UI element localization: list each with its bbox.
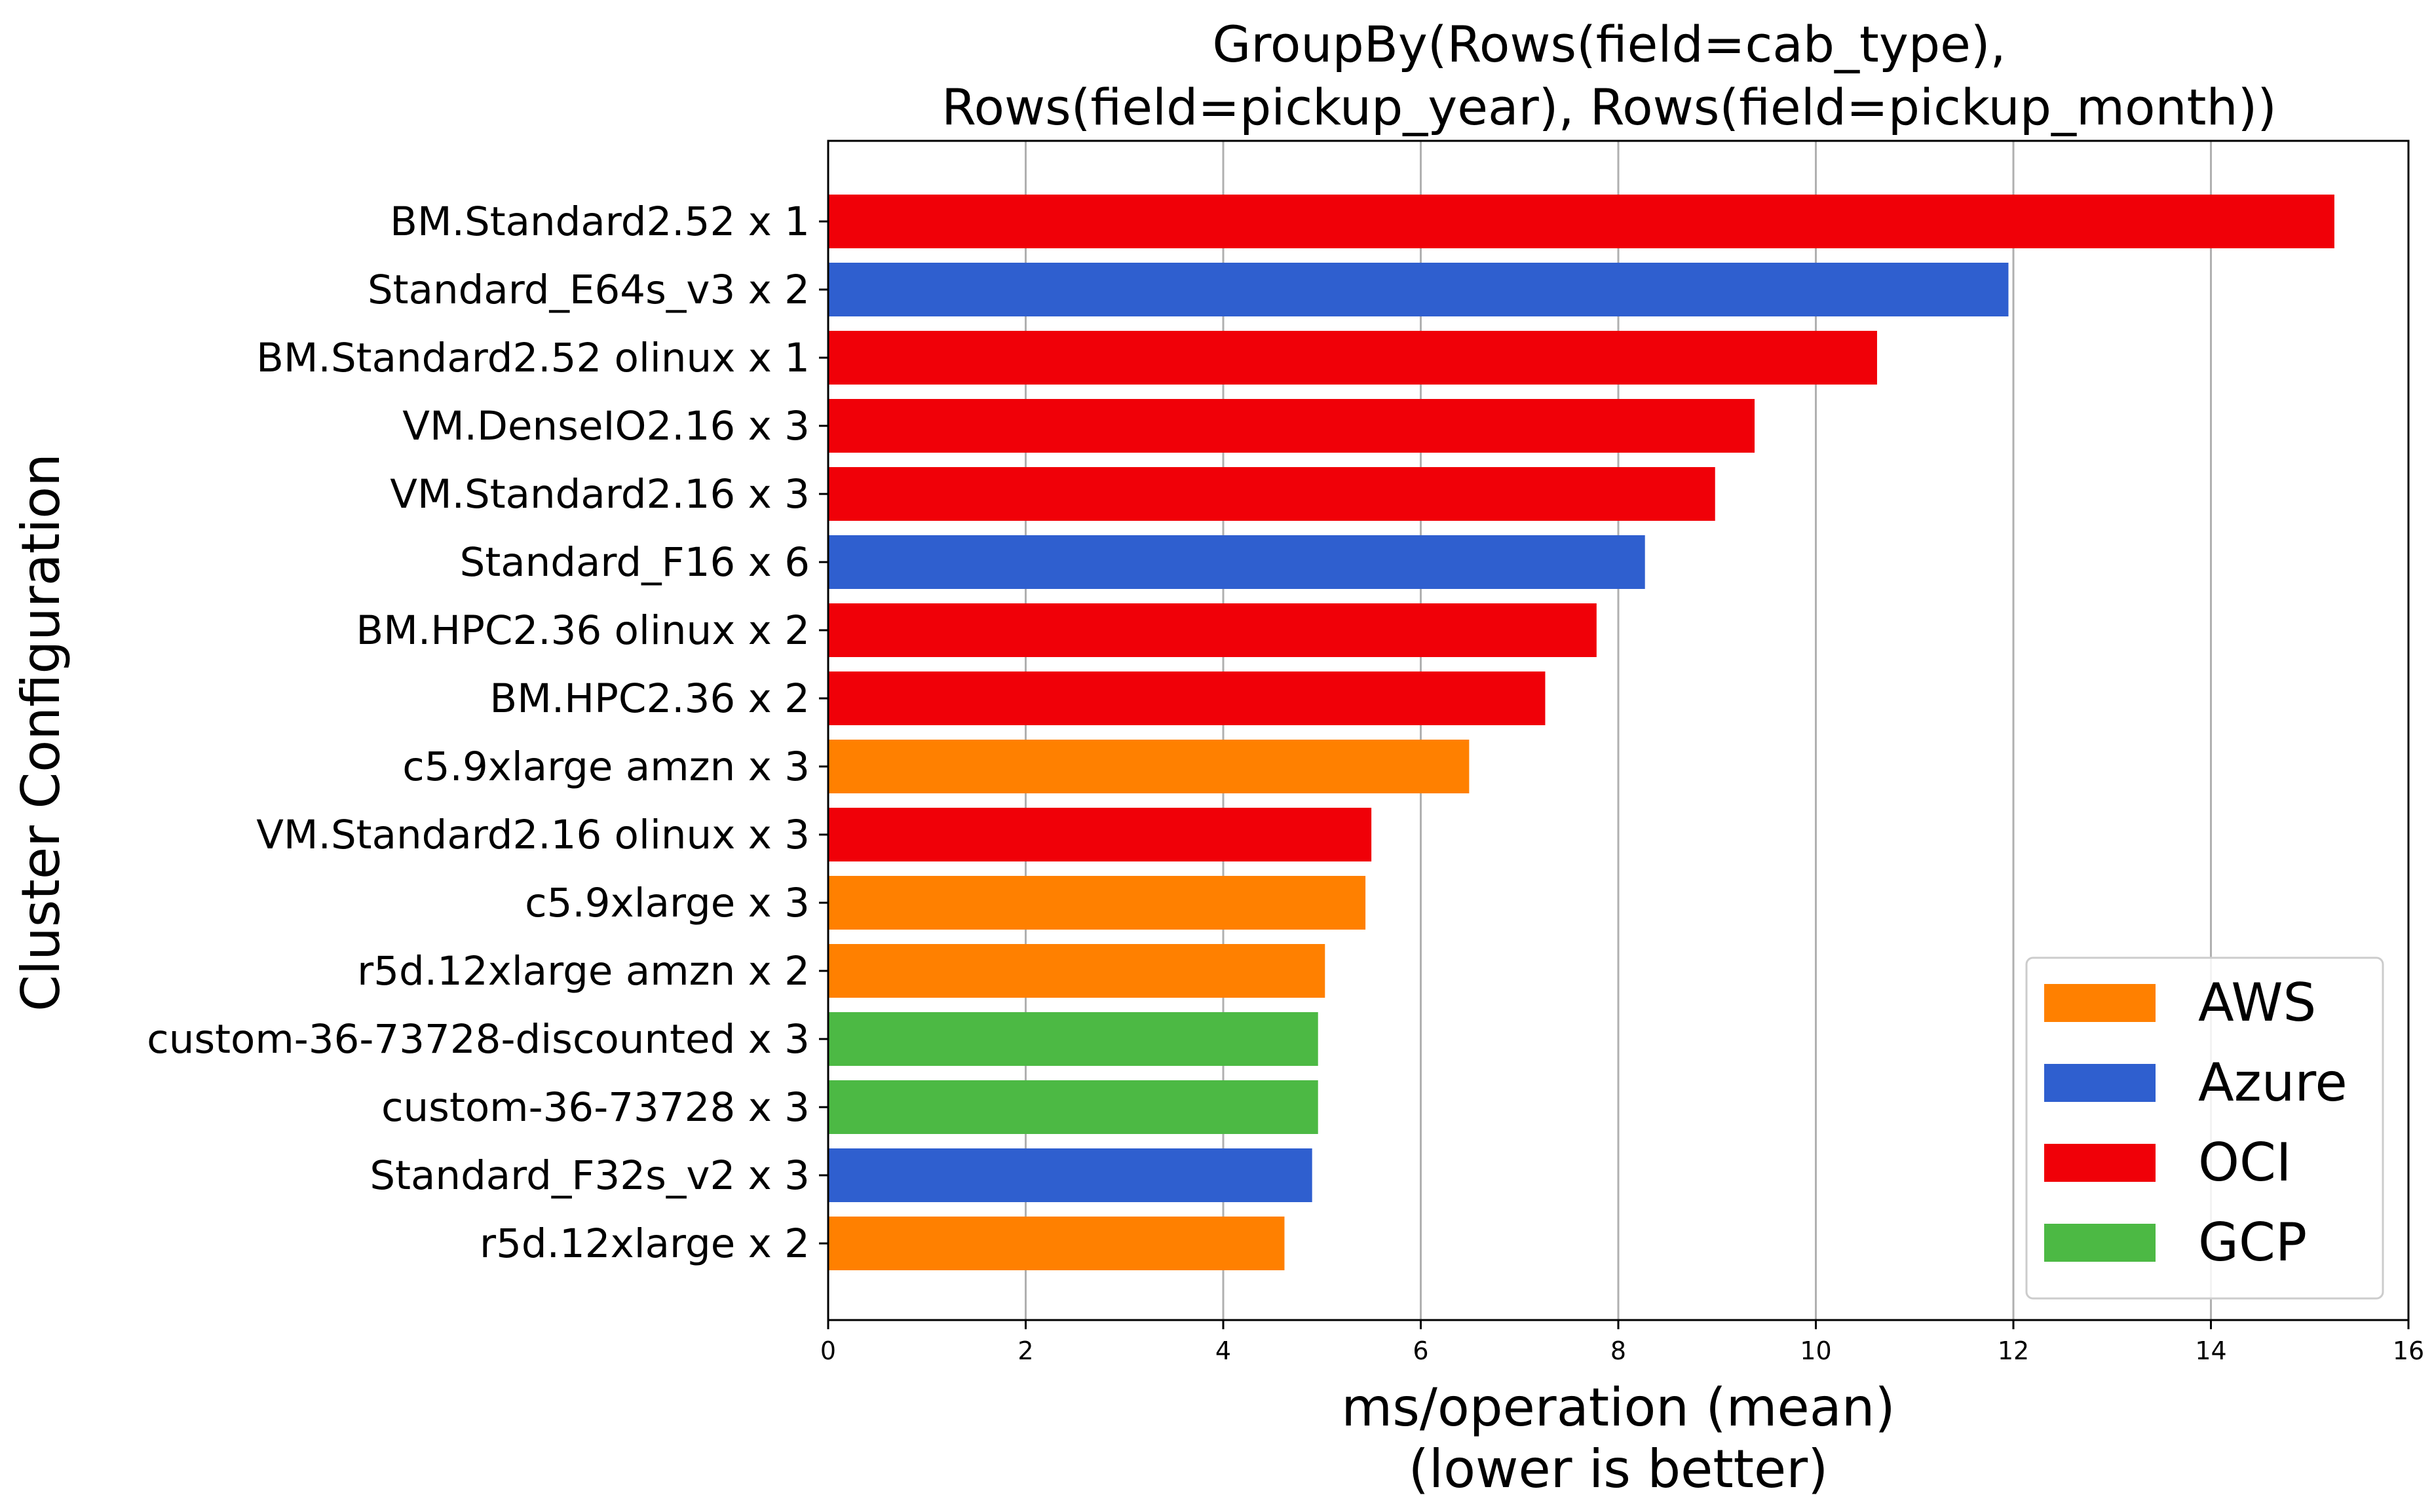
bar-11 (828, 876, 1366, 930)
x-tick-label-4: 4 (1215, 1336, 1231, 1365)
bars (828, 195, 2334, 1270)
bar-2 (828, 263, 2009, 316)
y-axis-title: Cluster Configuration (10, 453, 71, 1011)
category-label-10: VM.Standard2.16 olinux x 3 (256, 812, 810, 858)
category-label-15: Standard_F32s_v2 x 3 (370, 1152, 810, 1199)
legend-swatch-azure (2044, 1064, 2156, 1102)
bar-7 (828, 603, 1597, 657)
x-tick-label-14: 14 (2195, 1336, 2226, 1365)
chart-title-line-1: GroupBy(Rows(field=cab_type), (1212, 15, 2006, 73)
bar-14 (828, 1080, 1318, 1134)
chart-title: GroupBy(Rows(field=cab_type), Rows(field… (941, 15, 2277, 136)
bar-1 (828, 195, 2334, 248)
x-tick-label-12: 12 (1998, 1336, 2029, 1365)
bar-3 (828, 331, 1877, 385)
legend-frame (2025, 956, 2384, 1300)
category-label-5: VM.Standard2.16 x 3 (390, 471, 810, 518)
x-tick-label-8: 8 (1610, 1336, 1626, 1365)
category-label-14: custom-36-73728 x 3 (381, 1084, 810, 1131)
legend-swatch-aws (2044, 984, 2156, 1022)
category-label-6: Standard_F16 x 6 (460, 539, 810, 586)
x-tick-label-10: 10 (1800, 1336, 1831, 1365)
legend-label-oci: OCI (2198, 1132, 2291, 1193)
category-label-7: BM.HPC2.36 olinux x 2 (356, 607, 810, 654)
bar-4 (828, 399, 1755, 453)
category-label-4: VM.DenseIO2.16 x 3 (402, 403, 810, 449)
legend-swatch-oci (2044, 1144, 2156, 1182)
bar-10 (828, 808, 1372, 861)
category-label-8: BM.HPC2.36 x 2 (489, 675, 810, 722)
bar-13 (828, 1012, 1318, 1066)
category-label-13: custom-36-73728-discounted x 3 (147, 1016, 810, 1063)
x-axis-ticks: 0 2 4 6 8 10 12 14 16 (820, 1320, 2424, 1365)
bar-9 (828, 740, 1470, 793)
legend-swatch-gcp (2044, 1224, 2156, 1262)
legend-label-aws: AWS (2198, 972, 2316, 1033)
bar-12 (828, 944, 1325, 998)
category-label-11: c5.9xlarge x 3 (525, 880, 810, 926)
category-label-16: r5d.12xlarge x 2 (480, 1220, 810, 1267)
bar-6 (828, 535, 1645, 589)
bar-8 (828, 671, 1546, 725)
x-tick-label-6: 6 (1413, 1336, 1428, 1365)
bar-5 (828, 467, 1715, 521)
x-axis-title-line-2: (lower is better) (1409, 1439, 1829, 1500)
bar-15 (828, 1148, 1312, 1202)
category-label-2: Standard_E64s_v3 x 2 (368, 267, 810, 313)
legend-label-gcp: GCP (2198, 1212, 2307, 1273)
category-label-9: c5.9xlarge amzn x 3 (402, 744, 810, 790)
y-axis-categories: BM.Standard2.52 x 1 Standard_E64s_v3 x 2 B… (147, 198, 828, 1267)
category-label-12: r5d.12xlarge amzn x 2 (357, 948, 810, 994)
x-tick-label-0: 0 (820, 1336, 836, 1365)
x-axis-title-line-1: ms/operation (mean) (1341, 1377, 1895, 1438)
category-label-1: BM.Standard2.52 x 1 (390, 198, 810, 245)
x-tick-label-16: 16 (2393, 1336, 2424, 1365)
chart-title-line-2: Rows(field=pickup_year), Rows(field=pick… (941, 78, 2277, 136)
bar-16 (828, 1217, 1285, 1270)
legend: AWS Azure OCI GCP (2025, 956, 2384, 1300)
x-tick-label-2: 2 (1017, 1336, 1033, 1365)
legend-label-azure: Azure (2198, 1052, 2348, 1113)
category-label-3: BM.Standard2.52 olinux x 1 (256, 335, 810, 381)
